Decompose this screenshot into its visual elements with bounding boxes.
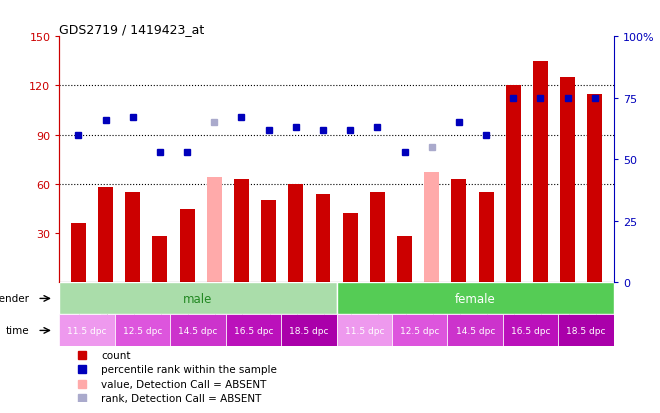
Bar (59, 283, 337, 315)
Bar (370, 193, 385, 283)
Text: rank, Detection Call = ABSENT: rank, Detection Call = ABSENT (101, 393, 261, 403)
Bar (71, 224, 86, 283)
Text: male: male (183, 292, 213, 305)
Bar (424, 173, 439, 283)
Bar (587, 95, 603, 283)
Bar (392, 315, 447, 347)
Bar (170, 315, 226, 347)
Text: 12.5 dpc: 12.5 dpc (123, 326, 162, 335)
Bar (226, 315, 281, 347)
Bar (207, 178, 222, 283)
Text: 11.5 dpc: 11.5 dpc (345, 326, 384, 335)
Text: GDS2719 / 1419423_at: GDS2719 / 1419423_at (59, 23, 205, 36)
Bar (558, 315, 614, 347)
Bar (152, 237, 168, 283)
Bar (451, 180, 467, 283)
Bar (343, 214, 358, 283)
Text: 12.5 dpc: 12.5 dpc (400, 326, 440, 335)
Bar (337, 283, 614, 315)
Bar (180, 209, 195, 283)
Text: percentile rank within the sample: percentile rank within the sample (101, 364, 277, 374)
Bar (447, 315, 503, 347)
Bar (98, 188, 113, 283)
Bar (59, 315, 115, 347)
Bar (115, 315, 170, 347)
Text: count: count (101, 350, 131, 360)
Bar (234, 180, 249, 283)
Bar (533, 62, 548, 283)
Text: 14.5 dpc: 14.5 dpc (178, 326, 218, 335)
Bar (281, 315, 337, 347)
Text: time: time (5, 325, 29, 336)
Bar (261, 201, 276, 283)
Text: 16.5 dpc: 16.5 dpc (511, 326, 550, 335)
Text: 14.5 dpc: 14.5 dpc (455, 326, 495, 335)
Bar (506, 86, 521, 283)
Text: 18.5 dpc: 18.5 dpc (289, 326, 329, 335)
Text: value, Detection Call = ABSENT: value, Detection Call = ABSENT (101, 379, 267, 389)
Bar (125, 193, 140, 283)
Text: female: female (455, 292, 496, 305)
Bar (315, 195, 331, 283)
Bar (397, 237, 412, 283)
Bar (478, 193, 494, 283)
Bar (560, 78, 575, 283)
Text: 16.5 dpc: 16.5 dpc (234, 326, 273, 335)
Text: 11.5 dpc: 11.5 dpc (67, 326, 107, 335)
Text: gender: gender (0, 294, 29, 304)
Bar (503, 315, 558, 347)
Bar (288, 185, 304, 283)
Bar (337, 315, 392, 347)
Text: 18.5 dpc: 18.5 dpc (566, 326, 606, 335)
